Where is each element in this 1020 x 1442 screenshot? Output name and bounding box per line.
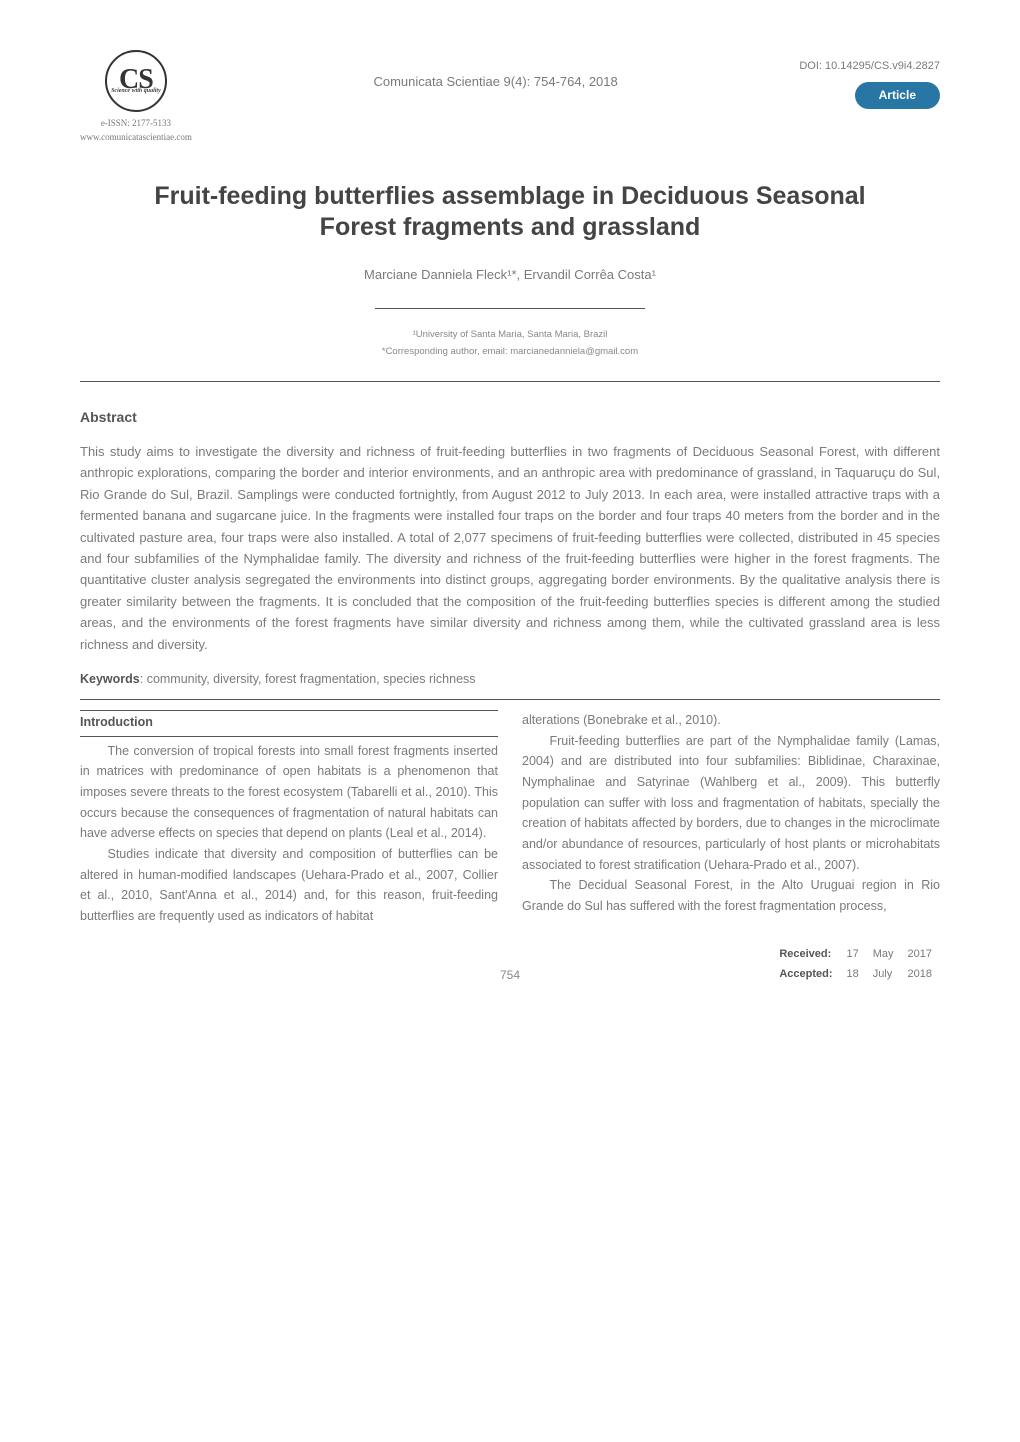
page-number: 754	[367, 966, 654, 985]
divider-short	[375, 308, 645, 309]
received-month: May	[867, 946, 900, 964]
abstract-heading: Abstract	[80, 406, 940, 428]
keywords-line: Keywords: community, diversity, forest f…	[80, 669, 940, 689]
keywords-list: : community, diversity, forest fragmenta…	[140, 672, 476, 686]
affiliation-line: ¹University of Santa Maria, Santa Maria,…	[80, 327, 940, 342]
left-column: Introduction The conversion of tropical …	[80, 710, 498, 926]
received-row: Received: 17 May 2017	[773, 946, 938, 964]
logo-block: CS Science with quality e-ISSN: 2177-513…	[80, 50, 192, 145]
body-paragraph: The Decidual Seasonal Forest, in the Alt…	[522, 875, 940, 916]
divider-long-top	[80, 381, 940, 382]
received-year: 2017	[902, 946, 938, 964]
right-column: alterations (Bonebrake et al., 2010). Fr…	[522, 710, 940, 926]
body-columns: Introduction The conversion of tropical …	[80, 710, 940, 926]
page: CS Science with quality e-ISSN: 2177-513…	[0, 0, 1020, 1442]
introduction-heading: Introduction	[80, 712, 498, 733]
accepted-label: Accepted:	[773, 966, 838, 984]
journal-reference: Comunicata Scientiae 9(4): 754-764, 2018	[192, 72, 799, 93]
article-type-pill: Article	[855, 82, 940, 109]
keywords-label: Keywords	[80, 672, 140, 686]
received-day: 17	[841, 946, 865, 964]
body-paragraph: Studies indicate that diversity and comp…	[80, 844, 498, 927]
dates-table: Received: 17 May 2017 Accepted: 18 July …	[771, 944, 940, 985]
divider-before-body	[80, 699, 940, 700]
accepted-row: Accepted: 18 July 2018	[773, 966, 938, 984]
doi-text: DOI: 10.14295/CS.v9i4.2827	[799, 58, 940, 76]
intro-heading-row: Introduction	[80, 710, 498, 737]
header-row: CS Science with quality e-ISSN: 2177-513…	[80, 50, 940, 145]
accepted-year: 2018	[902, 966, 938, 984]
logo-subtext: Science with quality	[111, 89, 161, 94]
eissn-text: e-ISSN: 2177-5133	[101, 116, 171, 130]
journal-logo-icon: CS Science with quality	[105, 50, 167, 112]
body-paragraph: alterations (Bonebrake et al., 2010).	[522, 710, 940, 731]
footer-row: 754 Received: 17 May 2017 Accepted: 18 J…	[80, 944, 940, 985]
received-label: Received:	[773, 946, 838, 964]
body-paragraph: Fruit-feeding butterflies are part of th…	[522, 731, 940, 875]
abstract-body: This study aims to investigate the diver…	[80, 441, 940, 655]
corresponding-author: *Corresponding author, email: marcianeda…	[80, 344, 940, 359]
header-right: DOI: 10.14295/CS.v9i4.2827 Article	[799, 58, 940, 109]
site-url: www.comunicatascientiae.com	[80, 130, 192, 144]
accepted-day: 18	[841, 966, 865, 984]
author-list: Marciane Danniela Fleck¹*, Ervandil Corr…	[80, 265, 940, 286]
article-title: Fruit-feeding butterflies assemblage in …	[140, 181, 880, 244]
body-paragraph: The conversion of tropical forests into …	[80, 741, 498, 844]
accepted-month: July	[867, 966, 900, 984]
